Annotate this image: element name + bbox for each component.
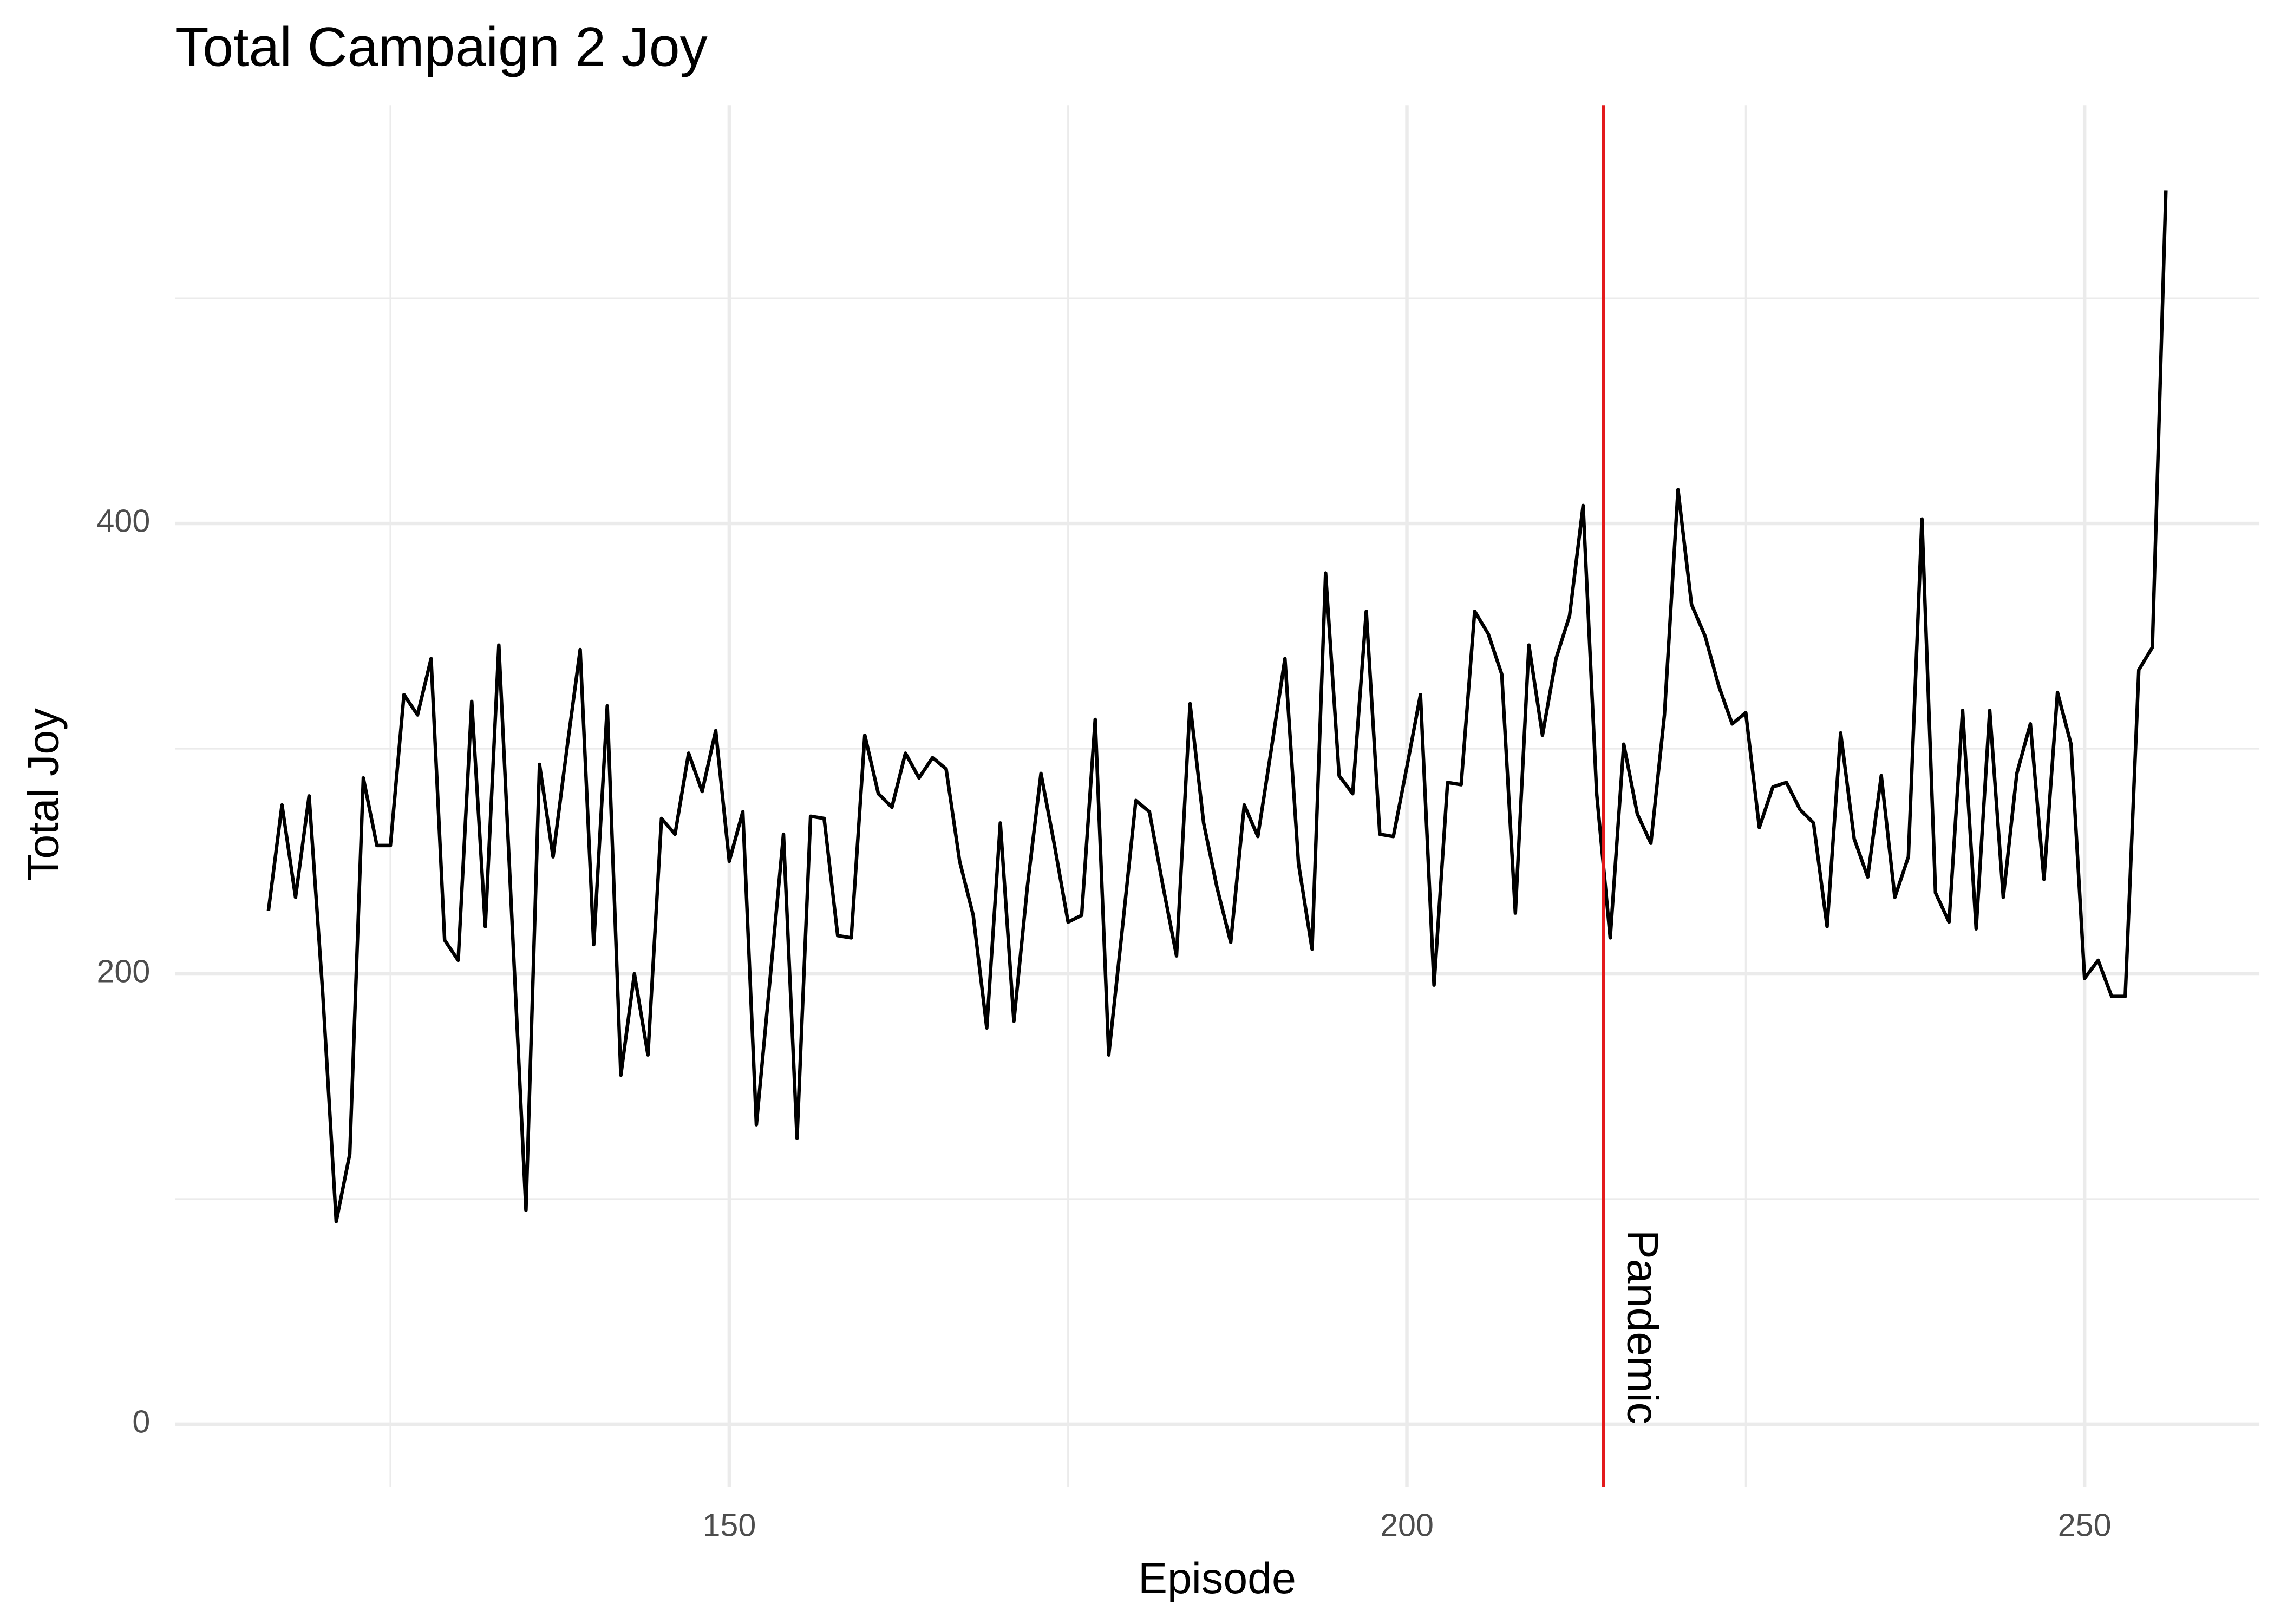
y-axis-label: Total Joy xyxy=(19,708,68,881)
y-tick-label: 400 xyxy=(96,503,150,539)
plot: Pandemic xyxy=(266,105,2168,1487)
grid xyxy=(175,105,2260,1487)
y-tick-label: 200 xyxy=(96,953,150,990)
chart-title: Total Campaign 2 Joy xyxy=(175,16,708,78)
x-tick-label: 200 xyxy=(1380,1507,1434,1543)
x-tick-label: 250 xyxy=(2058,1507,2112,1543)
y-tick-label: 0 xyxy=(132,1404,150,1440)
annotation-label: Pandemic xyxy=(1618,1230,1667,1424)
x-axis-label: Episode xyxy=(1138,1554,1296,1603)
x-tick-label: 150 xyxy=(703,1507,756,1543)
data-line xyxy=(266,190,2168,1223)
